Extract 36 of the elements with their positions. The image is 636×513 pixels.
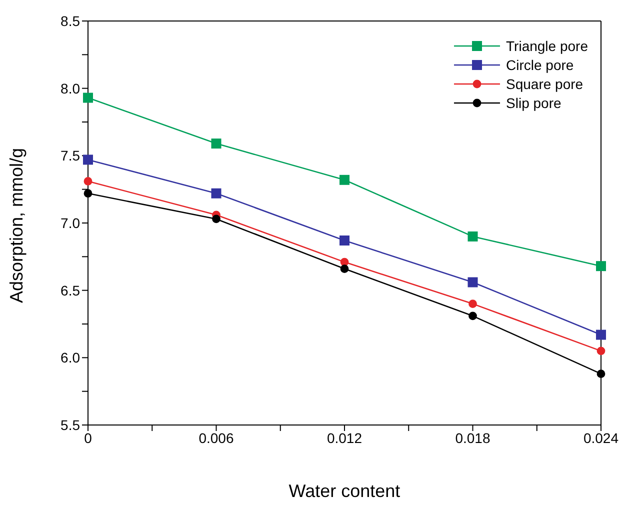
y-tick-label: 6.0 (60, 350, 80, 366)
y-tick-label: 8.5 (60, 12, 80, 29)
x-tick-label: 0 (84, 430, 92, 446)
legend-label: Circle pore (506, 56, 574, 72)
y-tick-label: 5.5 (60, 416, 80, 433)
point (596, 346, 606, 356)
x-tick-label: 0.012 (326, 430, 362, 446)
y-tick-label: 7.5 (60, 148, 80, 164)
point (212, 214, 220, 224)
x-tick-label: 0.024 (583, 430, 619, 446)
point (468, 277, 478, 288)
point (340, 264, 349, 273)
legend-label: Slip pore (506, 94, 562, 110)
legend-label: Square pore (506, 76, 584, 92)
y-axis-title: Adsorption, mmol/g (6, 148, 26, 303)
point (340, 236, 350, 246)
point (211, 138, 222, 149)
x-tick-label: 0.018 (455, 430, 490, 446)
point (211, 188, 222, 198)
point (83, 92, 93, 103)
y-tick-label: 6.5 (60, 282, 80, 298)
point (596, 261, 606, 272)
point (84, 177, 92, 186)
point (596, 330, 606, 340)
point (468, 312, 477, 320)
point (340, 174, 350, 185)
point (468, 300, 477, 308)
legend-label: Triangle pore (506, 38, 588, 54)
point (83, 154, 93, 165)
point (596, 370, 606, 378)
x-tick-label: 0.006 (198, 430, 234, 446)
point (468, 231, 478, 242)
y-tick-label: 8.0 (60, 80, 80, 96)
point (84, 189, 92, 198)
y-tick-label: 7.0 (60, 214, 80, 231)
x-axis-title: Water content (288, 481, 400, 501)
